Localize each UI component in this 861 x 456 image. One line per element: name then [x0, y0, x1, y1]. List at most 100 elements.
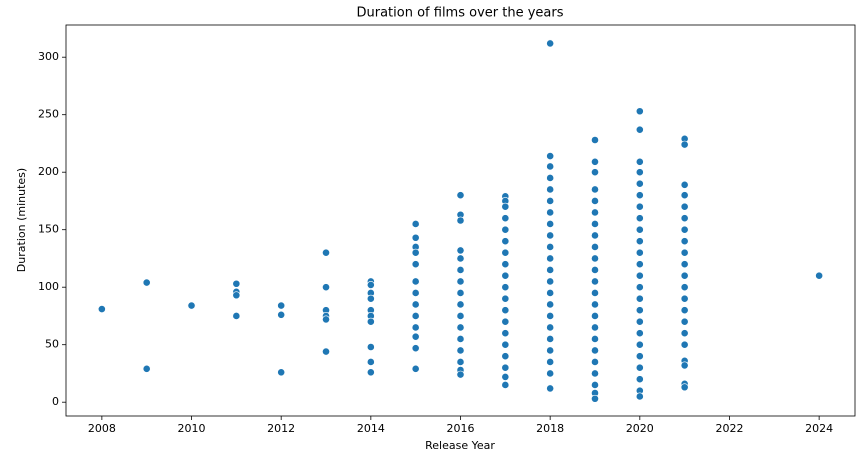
- point: [546, 289, 555, 297]
- point: [456, 216, 465, 225]
- point: [591, 369, 599, 378]
- point: [411, 260, 420, 269]
- y-tick-label: 300: [38, 50, 59, 63]
- y-tick-label: 250: [38, 108, 59, 121]
- point: [591, 381, 599, 389]
- point: [366, 368, 375, 377]
- point: [546, 162, 555, 171]
- point: [635, 363, 644, 372]
- point: [591, 136, 599, 144]
- point: [635, 352, 644, 361]
- point: [635, 340, 644, 349]
- y-tick-label: 50: [45, 338, 59, 351]
- y-tick-label: 0: [52, 395, 59, 408]
- point: [411, 332, 420, 341]
- point: [456, 323, 465, 332]
- point: [501, 372, 510, 381]
- x-tick-label: 2010: [178, 422, 206, 435]
- y-tick-label: 200: [38, 165, 59, 178]
- point: [411, 312, 420, 320]
- point: [501, 352, 510, 361]
- point: [187, 301, 196, 310]
- point: [456, 277, 465, 286]
- point: [546, 323, 555, 332]
- point: [591, 289, 599, 297]
- point: [411, 233, 420, 242]
- point: [635, 202, 644, 211]
- point: [411, 344, 420, 353]
- point: [546, 358, 555, 366]
- point: [366, 294, 375, 303]
- point: [322, 283, 330, 292]
- point: [501, 381, 510, 389]
- point: [366, 358, 375, 366]
- point: [411, 248, 420, 257]
- point: [680, 340, 689, 349]
- point: [142, 278, 151, 287]
- point: [456, 335, 465, 343]
- point: [680, 248, 689, 257]
- point: [546, 197, 555, 205]
- point: [501, 363, 510, 372]
- point: [546, 220, 555, 228]
- point: [501, 306, 510, 315]
- point: [366, 317, 375, 326]
- point: [366, 343, 375, 351]
- point: [546, 208, 555, 217]
- point: [456, 254, 465, 263]
- point: [501, 225, 510, 234]
- point: [635, 225, 644, 234]
- point: [501, 271, 510, 280]
- point: [680, 383, 689, 392]
- point: [635, 157, 644, 166]
- x-tick-label: 2024: [805, 422, 833, 435]
- point: [411, 289, 420, 297]
- point: [591, 323, 599, 332]
- point: [546, 243, 555, 251]
- x-axis-label: Release Year: [425, 439, 495, 452]
- point: [635, 248, 644, 257]
- x-tick-label: 2012: [267, 422, 295, 435]
- point: [501, 329, 510, 338]
- point: [635, 283, 644, 292]
- point: [456, 246, 465, 255]
- point: [546, 277, 555, 286]
- point: [456, 346, 465, 355]
- point: [815, 271, 824, 280]
- point: [546, 335, 555, 343]
- point: [680, 214, 689, 223]
- point: [680, 283, 689, 292]
- point: [635, 329, 644, 338]
- point: [277, 368, 286, 377]
- point: [456, 358, 465, 366]
- point: [680, 271, 689, 280]
- point: [680, 260, 689, 269]
- point: [501, 340, 510, 349]
- y-tick-label: 100: [38, 280, 59, 293]
- point: [680, 202, 689, 211]
- point: [97, 305, 106, 313]
- point: [591, 185, 599, 194]
- point: [680, 294, 689, 303]
- point: [591, 254, 599, 263]
- y-axis-label: Duration (minutes): [15, 168, 28, 272]
- point: [546, 174, 555, 182]
- point: [591, 220, 599, 228]
- point: [142, 364, 151, 373]
- point: [322, 248, 330, 257]
- point: [591, 197, 599, 205]
- point: [456, 312, 465, 320]
- point: [680, 306, 689, 315]
- point: [635, 317, 644, 326]
- point: [591, 312, 599, 320]
- point: [546, 266, 555, 274]
- x-tick-label: 2016: [447, 422, 475, 435]
- point: [635, 375, 644, 384]
- point: [546, 185, 555, 194]
- point: [635, 214, 644, 223]
- x-tick-label: 2020: [626, 422, 654, 435]
- point: [546, 369, 555, 378]
- point: [680, 140, 689, 149]
- point: [635, 179, 644, 188]
- point: [635, 168, 644, 177]
